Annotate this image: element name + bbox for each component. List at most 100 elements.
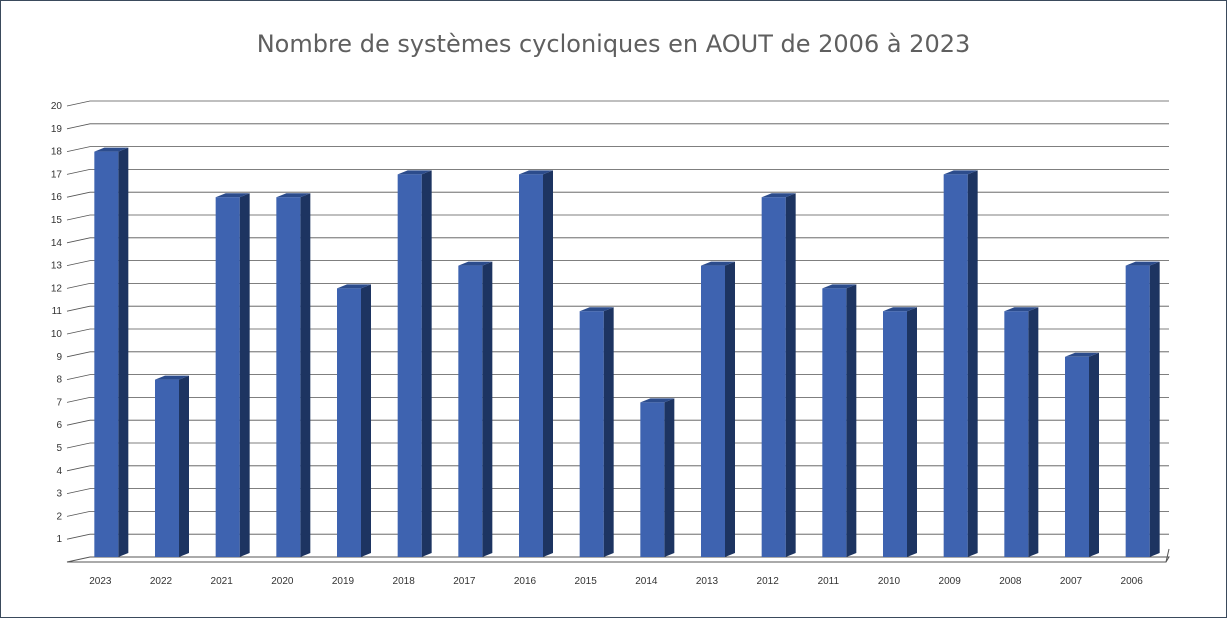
x-tick-label: 2007	[1060, 576, 1083, 587]
x-tick-label: 2021	[211, 576, 234, 587]
x-tick-label: 2016	[514, 576, 537, 587]
bar-top	[761, 193, 796, 198]
bar-top	[155, 375, 189, 380]
x-tick-label: 2017	[453, 576, 476, 587]
gridline	[66, 214, 1169, 221]
gridlines	[66, 100, 1170, 563]
bar-2007	[1065, 352, 1099, 557]
bar-top	[1125, 261, 1160, 266]
y-tick-label: 13	[51, 261, 63, 272]
y-tick-label: 19	[51, 124, 63, 135]
bar-side	[118, 147, 129, 557]
y-tick-label: 11	[52, 306, 63, 317]
bar-2006	[1125, 261, 1160, 557]
bar-front	[215, 197, 240, 557]
bar-side	[179, 375, 189, 557]
bar-top	[458, 261, 493, 266]
y-tick-label: 16	[51, 192, 63, 203]
bar-top	[276, 193, 311, 198]
x-tick-label: 2012	[757, 576, 780, 587]
bar-top	[1065, 352, 1099, 357]
bar-side	[300, 193, 311, 557]
bar-2017	[458, 261, 493, 557]
chart-title: Nombre de systèmes cycloniques en AOUT d…	[256, 30, 971, 58]
bar-side	[1089, 352, 1099, 557]
x-tick-label: 2013	[696, 576, 719, 587]
y-tick-label: 1	[56, 534, 62, 545]
y-tick-label: 7	[56, 397, 62, 408]
gridline	[66, 511, 1169, 517]
y-tick-label: 20	[51, 101, 63, 112]
bar-2015	[579, 307, 614, 557]
bar-2016	[519, 170, 553, 557]
bar-front	[397, 174, 422, 557]
x-tick-label: 2010	[878, 576, 901, 587]
bar-side	[846, 284, 857, 557]
gridline	[66, 260, 1169, 266]
y-tick-label: 12	[51, 283, 63, 294]
bar-front	[1065, 356, 1089, 557]
y-tick-label: 18	[51, 147, 63, 158]
gridline	[66, 328, 1169, 335]
bar-front	[1004, 311, 1029, 557]
gridline	[66, 374, 1169, 380]
bar-side	[421, 170, 432, 557]
gridline	[66, 351, 1169, 358]
gridline	[66, 237, 1169, 244]
bar-side	[725, 261, 735, 557]
gridline	[66, 397, 1169, 403]
bar-2009	[943, 170, 978, 557]
gridline	[66, 442, 1169, 449]
bar-2021	[215, 193, 250, 557]
bar-top	[822, 284, 857, 289]
bar-side	[1028, 307, 1039, 557]
bar-2010	[883, 307, 917, 557]
gridline	[66, 169, 1169, 175]
gridline	[66, 419, 1169, 426]
bar-side	[967, 170, 978, 557]
bar-front	[458, 265, 483, 557]
x-tick-label: 2011	[818, 576, 840, 587]
bar-front	[579, 311, 604, 557]
bar-side	[1149, 261, 1160, 557]
bar-front	[701, 265, 725, 557]
y-tick-label: 15	[51, 215, 63, 226]
gridline	[66, 465, 1169, 472]
bar-front	[1125, 265, 1150, 557]
bar-front	[94, 151, 119, 557]
floor	[66, 556, 1170, 563]
gridline	[66, 533, 1169, 540]
x-tick-label: 2019	[332, 576, 355, 587]
bar-top	[397, 170, 432, 175]
x-tick-label: 2018	[393, 576, 416, 587]
bar-2018	[397, 170, 432, 557]
gridline	[66, 100, 1169, 107]
y-tick-label: 5	[56, 443, 62, 454]
x-tick-label: 2022	[150, 576, 173, 587]
y-tick-label: 3	[56, 489, 62, 500]
y-tick-label: 9	[56, 352, 62, 363]
y-tick-label: 10	[51, 329, 63, 340]
bar-top	[215, 193, 250, 198]
bar-2008	[1004, 307, 1039, 557]
floor-edge	[1165, 548, 1170, 563]
bar-top	[337, 284, 371, 289]
bar-front	[943, 174, 968, 557]
y-tick-label: 17	[51, 169, 63, 180]
bar-side	[664, 398, 675, 557]
bar-top	[1004, 307, 1039, 312]
bar-2014	[640, 398, 675, 557]
gridline	[66, 191, 1169, 198]
x-tick-label: 2020	[271, 576, 294, 587]
bar-2019	[337, 284, 371, 557]
bar-front	[337, 288, 361, 557]
gridline	[66, 283, 1169, 289]
bar-2022	[155, 375, 189, 557]
bar-top	[943, 170, 978, 175]
bar-side	[239, 193, 250, 557]
bar-side	[907, 307, 917, 557]
bar-side	[603, 307, 614, 557]
bar-side	[543, 170, 553, 557]
